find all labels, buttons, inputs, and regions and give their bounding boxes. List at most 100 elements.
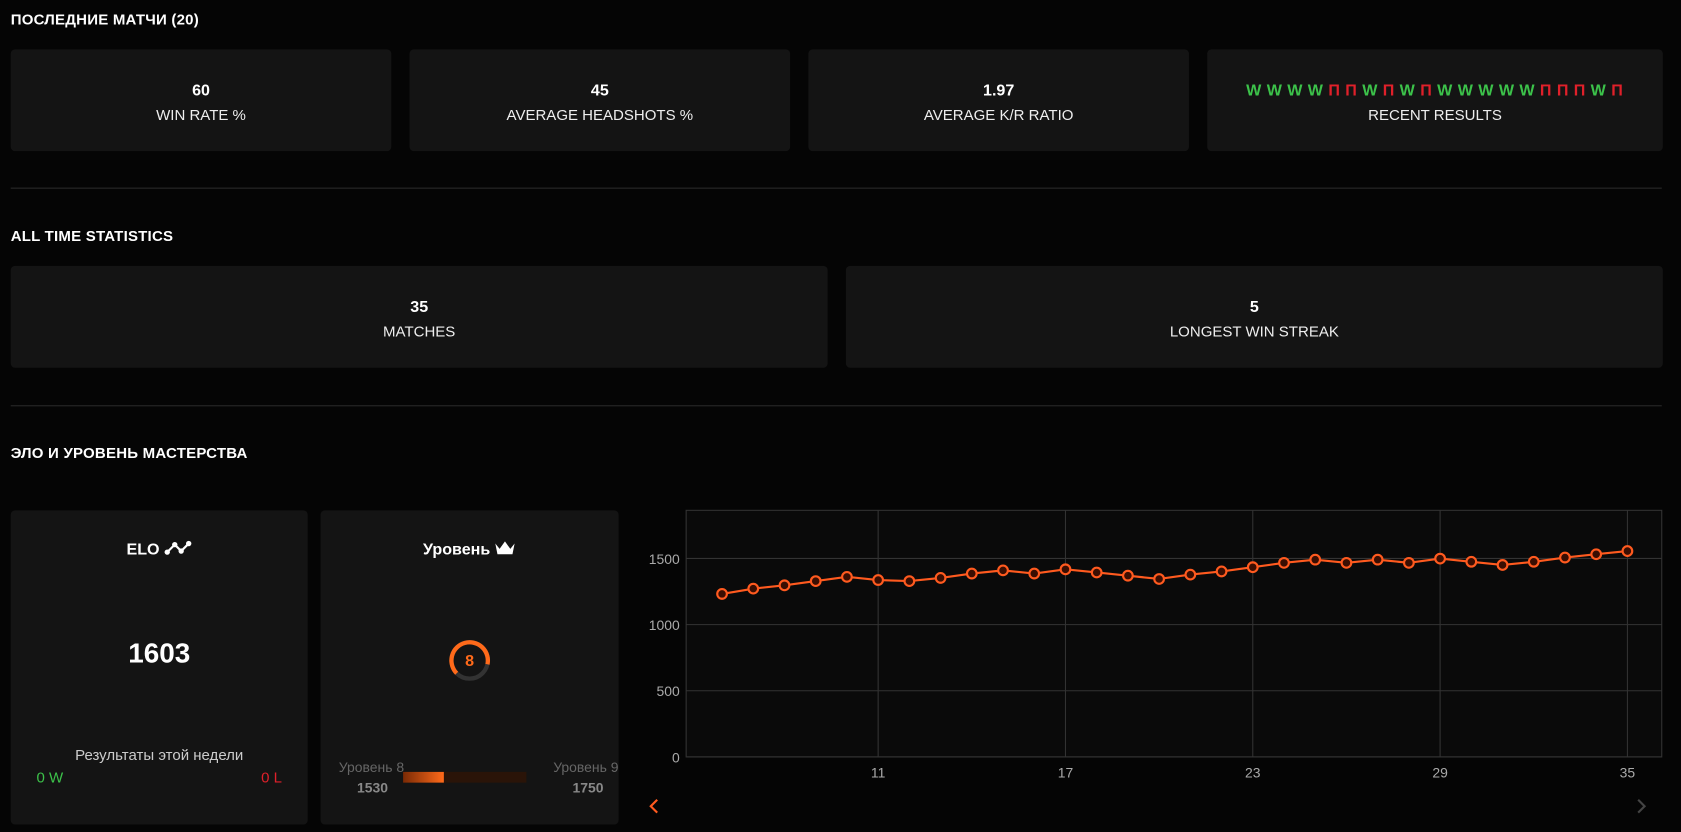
stat-label: RECENT RESULTS xyxy=(1368,106,1502,124)
data-point xyxy=(1402,556,1415,569)
stat-value: 60 xyxy=(192,81,210,100)
data-point xyxy=(1590,548,1603,561)
data-point xyxy=(1527,555,1540,568)
level-gauge: 8 xyxy=(449,640,491,681)
level-progress-track xyxy=(403,771,527,783)
data-point xyxy=(1090,566,1103,579)
week-losses: 0 L xyxy=(261,768,282,786)
data-point xyxy=(841,570,853,583)
data-point xyxy=(778,579,791,592)
data-point xyxy=(1153,573,1166,585)
result-item: W xyxy=(1498,81,1516,100)
crown-icon xyxy=(495,541,516,555)
level-next-label: Уровень 9 xyxy=(553,759,619,776)
stat-label: AVERAGE HEADSHOTS % xyxy=(506,106,694,124)
result-item: W xyxy=(1437,81,1454,100)
stat-label: LONGEST WIN STREAK xyxy=(1169,322,1339,340)
level-progress-fill xyxy=(403,771,445,783)
week-label: Результаты этой недели xyxy=(75,746,244,764)
x-tick-label: 11 xyxy=(871,764,886,780)
data-point xyxy=(1340,556,1353,569)
data-point xyxy=(747,582,760,595)
data-point xyxy=(1434,552,1446,565)
elo-icon xyxy=(164,540,192,555)
result-item: W xyxy=(1266,81,1283,100)
section-title: ЭЛО И УРОВЕНЬ МАСТЕРСТВА xyxy=(10,443,248,462)
data-point xyxy=(1184,568,1197,581)
stat-label: MATCHES xyxy=(383,322,456,340)
result-item: W xyxy=(1399,81,1416,100)
x-tick-label: 35 xyxy=(1620,764,1636,780)
data-point xyxy=(1621,545,1634,557)
result-item: П xyxy=(1382,81,1396,100)
elo-chart: 0 500 1000 1500 11 17 23 29 35 xyxy=(649,509,1663,814)
section-title: ПОСЛЕДНИЕ МАТЧИ (20) xyxy=(10,10,199,28)
stat-label: WIN RATE % xyxy=(156,106,246,124)
data-point xyxy=(1278,556,1290,569)
data-point xyxy=(716,588,728,600)
data-point xyxy=(1028,567,1041,580)
stat-card: 5 LONGEST WIN STREAK xyxy=(845,265,1663,368)
x-tick-label: 23 xyxy=(1245,764,1261,780)
data-point xyxy=(872,574,885,586)
stat-card: 35 MATCHES xyxy=(10,265,828,368)
result-item: П xyxy=(1556,81,1570,100)
result-item: П xyxy=(1345,81,1358,100)
result-item: П xyxy=(1539,81,1553,100)
data-point xyxy=(1371,553,1384,566)
divider xyxy=(10,405,1662,407)
result-item: П xyxy=(1420,81,1433,100)
data-point xyxy=(1246,561,1259,574)
x-tick-label: 17 xyxy=(1058,764,1074,780)
result-item: W xyxy=(1457,81,1474,100)
level-current-label: Уровень 8 xyxy=(338,759,405,776)
stat-label: AVERAGE K/R RATIO xyxy=(923,106,1074,124)
section-title: ALL TIME STATISTICS xyxy=(10,227,174,245)
stat-value: 5 xyxy=(1249,298,1259,317)
plot-area xyxy=(685,509,1663,758)
result-item: W xyxy=(1362,81,1379,100)
result-item: W xyxy=(1590,81,1607,100)
divider xyxy=(10,187,1662,189)
data-point xyxy=(934,572,947,584)
week-wins: 0 W xyxy=(36,768,64,786)
data-point xyxy=(1309,553,1322,566)
stat-card: 45 AVERAGE HEADSHOTS % xyxy=(409,49,791,152)
next-arrow[interactable] xyxy=(1637,799,1647,814)
level-value: 8 xyxy=(465,652,474,670)
level-next-elo: 1750 xyxy=(572,779,604,796)
data-point xyxy=(1122,569,1134,582)
stat-card: 60 WIN RATE % xyxy=(10,49,392,152)
result-item: П xyxy=(1328,81,1341,100)
result-item: W xyxy=(1478,81,1495,100)
y-tick-label: 500 xyxy=(656,683,679,699)
stat-value: 45 xyxy=(590,81,609,100)
stat-value: 35 xyxy=(410,298,429,317)
data-point xyxy=(1059,563,1072,576)
elo-value: 1603 xyxy=(128,636,191,669)
data-point xyxy=(997,564,1009,577)
data-point xyxy=(965,567,978,580)
result-item: W xyxy=(1246,81,1263,100)
elo-title: ELO xyxy=(126,540,160,559)
data-point xyxy=(903,575,916,587)
stat-card: 1.97 AVERAGE K/R RATIO xyxy=(808,49,1189,152)
y-tick-label: 0 xyxy=(672,749,680,765)
result-item: П xyxy=(1611,81,1624,100)
result-item: W xyxy=(1519,81,1536,100)
level-title-row: Уровень xyxy=(321,540,619,559)
level-title: Уровень xyxy=(422,540,491,559)
data-point xyxy=(1559,551,1571,564)
prev-arrow[interactable] xyxy=(649,799,658,814)
result-item: W xyxy=(1287,81,1304,100)
data-point xyxy=(1465,555,1478,568)
elo-card: ELO 1603 Результаты этой недели 0 W 0 L xyxy=(10,510,308,825)
y-tick-label: 1500 xyxy=(649,551,680,567)
result-item: П xyxy=(1573,81,1587,100)
level-current-elo: 1530 xyxy=(357,779,389,796)
data-point xyxy=(809,575,822,587)
x-tick-label: 29 xyxy=(1432,764,1448,780)
